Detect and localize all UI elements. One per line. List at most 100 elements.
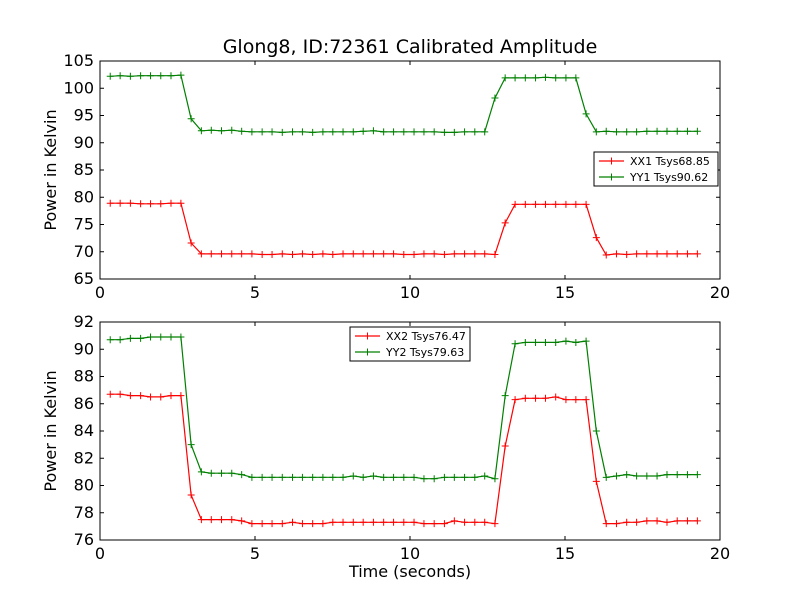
data-point-marker bbox=[602, 127, 610, 135]
data-point-marker bbox=[562, 74, 570, 82]
data-point-marker bbox=[693, 517, 701, 525]
data-point-marker bbox=[511, 74, 519, 82]
legend-label: XX2 Tsys76.47 bbox=[386, 330, 466, 343]
legend-marker bbox=[364, 348, 371, 356]
data-point-marker bbox=[693, 250, 701, 258]
data-point-marker bbox=[207, 250, 215, 258]
data-point-marker bbox=[633, 472, 641, 480]
series-xx2 bbox=[106, 390, 701, 528]
data-point-marker bbox=[228, 126, 236, 134]
data-point-marker bbox=[501, 74, 509, 82]
data-point-marker bbox=[289, 250, 297, 258]
data-point-marker bbox=[157, 393, 165, 401]
data-point-marker bbox=[612, 472, 620, 480]
x-tick-label: 20 bbox=[710, 283, 730, 302]
data-point-marker bbox=[187, 239, 195, 247]
data-point-marker bbox=[461, 518, 469, 526]
data-point-marker bbox=[329, 250, 337, 258]
data-point-marker bbox=[349, 518, 357, 526]
data-point-marker bbox=[400, 128, 408, 136]
data-point-marker bbox=[400, 518, 408, 526]
data-point-marker bbox=[147, 72, 155, 80]
data-point-marker bbox=[521, 394, 529, 402]
data-point-marker bbox=[683, 127, 691, 135]
data-point-marker bbox=[359, 250, 367, 258]
data-point-marker bbox=[116, 390, 124, 398]
data-point-marker bbox=[268, 473, 276, 481]
data-point-marker bbox=[521, 74, 529, 82]
series-yy1 bbox=[106, 71, 701, 136]
data-point-marker bbox=[238, 471, 246, 479]
data-point-marker bbox=[228, 516, 236, 524]
x-tick-label: 15 bbox=[555, 283, 575, 302]
y-axis-label: Power in Kelvin bbox=[41, 370, 60, 491]
data-point-marker bbox=[653, 517, 661, 525]
data-point-marker bbox=[106, 199, 114, 207]
data-point-marker bbox=[541, 73, 549, 81]
data-point-marker bbox=[643, 517, 651, 525]
data-point-marker bbox=[471, 473, 479, 481]
data-point-marker bbox=[410, 473, 418, 481]
data-point-marker bbox=[289, 128, 297, 136]
data-point-marker bbox=[319, 473, 327, 481]
data-point-marker bbox=[268, 128, 276, 136]
panel-1: 0 5 10 15 20 65 70 75 80 85 90 95 100 105 Power in Kel… bbox=[41, 51, 730, 302]
data-point-marker bbox=[572, 396, 580, 404]
legend-label: YY2 Tsys79.63 bbox=[385, 346, 464, 359]
y-tick-label: 88 bbox=[74, 367, 94, 386]
data-point-marker bbox=[420, 250, 428, 258]
data-point-marker bbox=[653, 250, 661, 258]
y-tick-label: 86 bbox=[74, 394, 94, 413]
data-point-marker bbox=[501, 219, 509, 227]
data-point-marker bbox=[258, 250, 266, 258]
data-point-marker bbox=[258, 473, 266, 481]
data-point-marker bbox=[400, 250, 408, 258]
data-point-marker bbox=[380, 128, 388, 136]
series-yy2 bbox=[106, 333, 701, 483]
data-point-marker bbox=[532, 200, 540, 208]
data-point-marker bbox=[491, 94, 499, 102]
data-point-marker bbox=[106, 390, 114, 398]
data-point-marker bbox=[491, 250, 499, 258]
data-point-marker bbox=[238, 517, 246, 525]
data-point-marker bbox=[410, 250, 418, 258]
data-point-marker bbox=[197, 127, 205, 135]
data-point-marker bbox=[349, 472, 357, 480]
data-point-marker bbox=[491, 475, 499, 483]
x-tick-label: 10 bbox=[400, 283, 420, 302]
data-point-marker bbox=[450, 473, 458, 481]
y-tick-label: 80 bbox=[74, 476, 94, 495]
data-point-marker bbox=[339, 128, 347, 136]
data-point-marker bbox=[309, 250, 317, 258]
data-point-marker bbox=[289, 473, 297, 481]
data-point-marker bbox=[116, 336, 124, 344]
data-point-marker bbox=[177, 71, 185, 79]
data-point-marker bbox=[602, 251, 610, 259]
data-point-marker bbox=[552, 74, 560, 82]
data-point-marker bbox=[481, 518, 489, 526]
y-tick-label: 80 bbox=[74, 187, 94, 206]
x-tick-label: 0 bbox=[95, 283, 105, 302]
data-point-marker bbox=[157, 333, 165, 341]
data-point-marker bbox=[633, 128, 641, 136]
data-point-marker bbox=[106, 336, 114, 344]
data-point-marker bbox=[369, 518, 377, 526]
legend-label: XX1 Tsys68.85 bbox=[630, 155, 710, 168]
data-point-marker bbox=[309, 520, 317, 528]
data-point-marker bbox=[238, 127, 246, 135]
data-point-marker bbox=[643, 250, 651, 258]
data-point-marker bbox=[309, 473, 317, 481]
data-point-marker bbox=[359, 518, 367, 526]
data-point-marker bbox=[278, 250, 286, 258]
data-point-marker bbox=[157, 72, 165, 80]
data-point-marker bbox=[623, 518, 631, 526]
data-point-marker bbox=[207, 126, 215, 134]
data-point-marker bbox=[390, 518, 398, 526]
data-point-marker bbox=[228, 250, 236, 258]
legend: XX1 Tsys68.85 YY1 Tsys90.62 bbox=[593, 151, 719, 187]
data-point-marker bbox=[562, 200, 570, 208]
legend-box bbox=[349, 326, 471, 362]
data-point-marker bbox=[126, 392, 134, 400]
